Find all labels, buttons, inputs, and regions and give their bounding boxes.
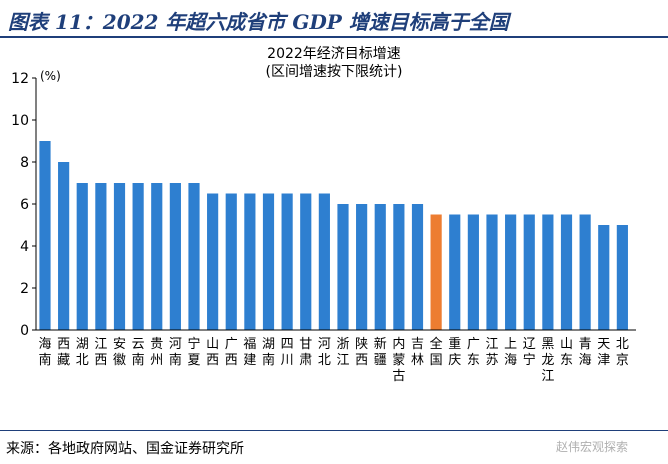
bar-chart: 2022年经济目标增速 (区间增速按下限统计) (%) 0 2 4 6 8 10 12 海南… <box>11 46 636 384</box>
bar-北京 <box>616 225 628 330</box>
bar-天津 <box>598 225 610 330</box>
x-tick-label: 辽宁 <box>523 337 536 368</box>
y-tick-label: 10 <box>11 113 29 129</box>
bar-贵州 <box>151 183 163 330</box>
bar-青海 <box>579 214 591 330</box>
bar-辽宁 <box>523 214 535 330</box>
bar-云南 <box>132 183 144 330</box>
bar-重庆 <box>449 214 461 330</box>
chart-title: 2022年经济目标增速 <box>267 46 401 62</box>
x-tick-label: 海南 <box>38 337 51 368</box>
y-axis: 0 2 4 6 8 10 12 <box>11 71 37 339</box>
x-tick-label: 内蒙古 <box>392 336 405 384</box>
bar-西藏 <box>58 162 70 330</box>
bar-宁夏 <box>188 183 200 330</box>
bar-浙江 <box>337 204 349 330</box>
x-tick-label: 西藏 <box>57 337 70 368</box>
x-tick-label: 甘肃 <box>299 337 312 368</box>
bar-上海 <box>505 214 517 330</box>
x-tick-label: 云南 <box>132 337 145 368</box>
x-tick-label: 湖北 <box>76 337 89 368</box>
x-tick-label: 江西 <box>94 337 107 368</box>
x-tick-label: 广东 <box>467 337 480 368</box>
y-tick-label: 0 <box>20 323 29 339</box>
bar-广东 <box>467 214 479 330</box>
x-tick-label: 江苏 <box>485 337 498 368</box>
figure-title: 图表 11：2022 年超六成省市 GDP 增速目标高于全国 <box>8 10 509 34</box>
y-tick-label: 6 <box>20 197 29 213</box>
x-tick-label: 青海 <box>579 337 592 368</box>
bar-山东 <box>560 214 573 330</box>
bar-甘肃 <box>300 193 312 330</box>
bar-吉林 <box>411 204 424 330</box>
bar-广西 <box>225 193 237 330</box>
bar-福建 <box>244 193 256 330</box>
bar-黑龙江 <box>542 214 554 330</box>
x-tick-label: 山东 <box>560 337 573 368</box>
chart-subtitle: (区间增速按下限统计) <box>266 64 403 80</box>
x-tick-label: 全国 <box>430 336 443 368</box>
x-tick-label: 安徽 <box>113 337 126 368</box>
x-tick-label: 河北 <box>318 337 331 368</box>
x-tick-label: 四川 <box>281 337 294 368</box>
bar-四川 <box>281 193 293 330</box>
x-tick-label: 北京 <box>616 337 629 368</box>
bar-河南 <box>169 183 181 330</box>
bars <box>39 141 628 330</box>
bar-内蒙古 <box>393 204 405 330</box>
y-tick-label: 12 <box>11 71 29 87</box>
y-tick-label: 2 <box>20 281 29 297</box>
source-divider <box>0 430 668 431</box>
bar-陕西 <box>356 204 368 330</box>
x-axis: 海南西藏湖北江西安徽云南贵州河南宁夏山西广西福建湖南四川甘肃河北浙江陕西新疆内蒙… <box>36 329 636 384</box>
bar-新疆 <box>374 204 386 330</box>
x-tick-label: 宁夏 <box>187 336 200 368</box>
x-tick-label: 天津 <box>597 337 610 368</box>
bar-江西 <box>95 183 107 330</box>
bar-全国 <box>430 214 442 330</box>
y-tick-label: 8 <box>20 155 29 171</box>
x-tick-label: 广西 <box>225 337 238 368</box>
bar-河北 <box>318 193 330 330</box>
bar-湖北 <box>76 183 88 330</box>
y-axis-unit: (%) <box>40 69 61 83</box>
y-tick-label: 4 <box>20 239 29 255</box>
x-tick-label: 贵州 <box>150 337 163 368</box>
bar-安徽 <box>113 183 126 330</box>
x-tick-label: 福建 <box>243 337 256 368</box>
title-divider <box>0 36 668 38</box>
bar-江苏 <box>486 214 498 330</box>
x-tick-label: 重庆 <box>448 336 461 368</box>
x-tick-label: 山西 <box>206 337 219 368</box>
watermark: 赵伟宏观探索 <box>556 440 629 454</box>
x-tick-label: 湖南 <box>262 337 275 368</box>
x-tick-label: 吉林 <box>411 337 424 368</box>
x-tick-label: 新疆 <box>374 336 387 368</box>
bar-湖南 <box>262 193 275 330</box>
x-tick-label: 上海 <box>504 337 517 368</box>
x-tick-label: 陕西 <box>355 337 368 368</box>
x-tick-label: 浙江 <box>336 337 349 368</box>
source-note: 来源：各地政府网站、国金证券研究所 <box>6 441 244 457</box>
bar-海南 <box>39 141 51 330</box>
x-tick-label: 河南 <box>169 337 182 368</box>
x-tick-label: 黑龙江 <box>541 337 554 384</box>
bar-山西 <box>207 193 219 330</box>
